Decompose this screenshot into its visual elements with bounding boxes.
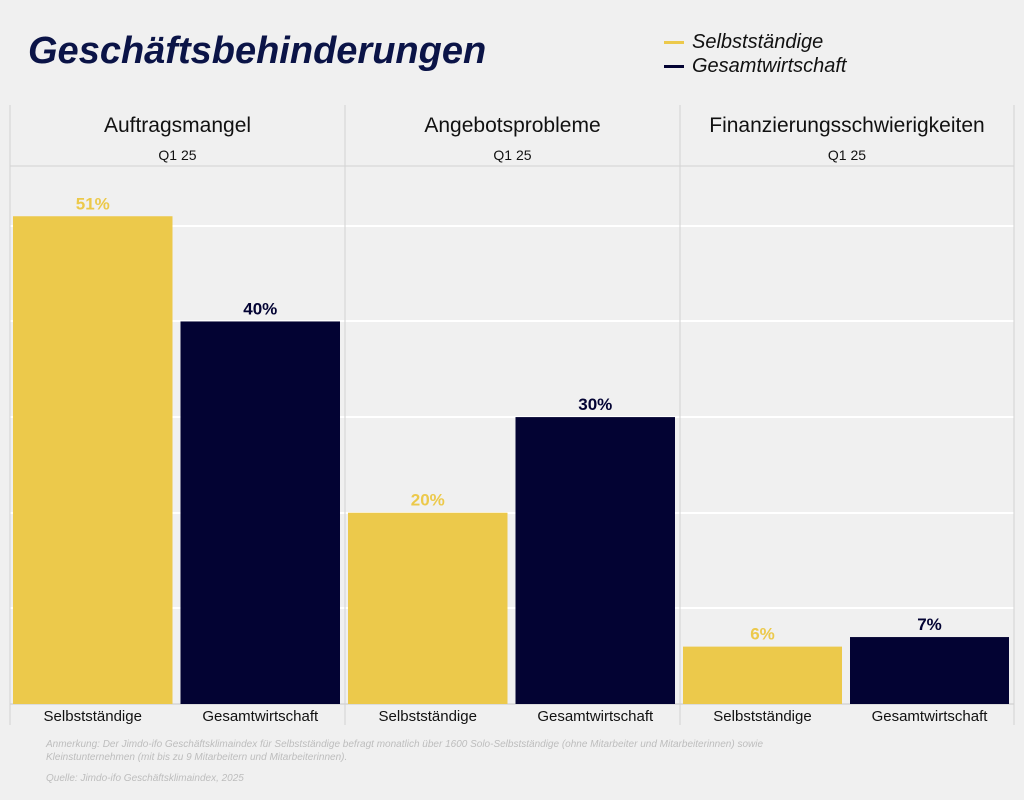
- panel-subtitle: Q1 25: [828, 147, 866, 163]
- category-label: Selbstständige: [44, 708, 142, 725]
- bar: [180, 321, 340, 704]
- category-label: Gesamtwirtschaft: [537, 708, 654, 725]
- value-label: 7%: [917, 615, 942, 634]
- panel-title: Finanzierungsschwierigkeiten: [709, 114, 984, 137]
- source-note: Quelle: Jimdo-ifo Geschäftsklimaindex, 2…: [46, 773, 244, 784]
- category-label: Selbstständige: [713, 708, 811, 725]
- legend-item-gesamtwirtschaft: Gesamtwirtschaft: [664, 54, 846, 78]
- bar: [850, 637, 1009, 704]
- chart-title: Geschäftsbehinderungen: [28, 30, 487, 72]
- value-label: 6%: [750, 625, 775, 644]
- footnote: Anmerkung: Der Jimdo-ifo Geschäftsklimai…: [46, 739, 764, 763]
- category-label: Gesamtwirtschaft: [202, 708, 319, 725]
- panel-subtitle: Q1 25: [158, 147, 196, 163]
- bar-chart: Auftragsmangel Q1 25 51% Selbstständige 40% G…: [9, 105, 1015, 725]
- category-label: Gesamtwirtschaft: [872, 708, 989, 725]
- panel-subtitle: Q1 25: [493, 147, 531, 163]
- legend-item-selbststaendige: Selbstständige: [664, 30, 846, 54]
- category-label: Selbstständige: [379, 708, 477, 725]
- panel-title: Auftragsmangel: [104, 114, 251, 137]
- legend-label-gesamtwirtschaft: Gesamtwirtschaft: [692, 54, 847, 77]
- value-label: 20%: [411, 491, 445, 510]
- bar: [515, 417, 675, 704]
- value-label: 51%: [76, 194, 110, 213]
- legend-swatch-selbststaendige: [664, 40, 684, 44]
- bar: [348, 512, 508, 704]
- panel-title: Angebotsprobleme: [424, 114, 600, 137]
- legend-swatch-gesamtwirtschaft: [664, 64, 684, 68]
- bar: [683, 646, 842, 704]
- legend: Selbstständige Gesamtwirtschaft: [664, 30, 846, 78]
- bar: [13, 216, 173, 704]
- legend-label-selbststaendige: Selbstständige: [692, 30, 824, 53]
- value-label: 30%: [578, 395, 612, 414]
- value-label: 40%: [243, 299, 277, 318]
